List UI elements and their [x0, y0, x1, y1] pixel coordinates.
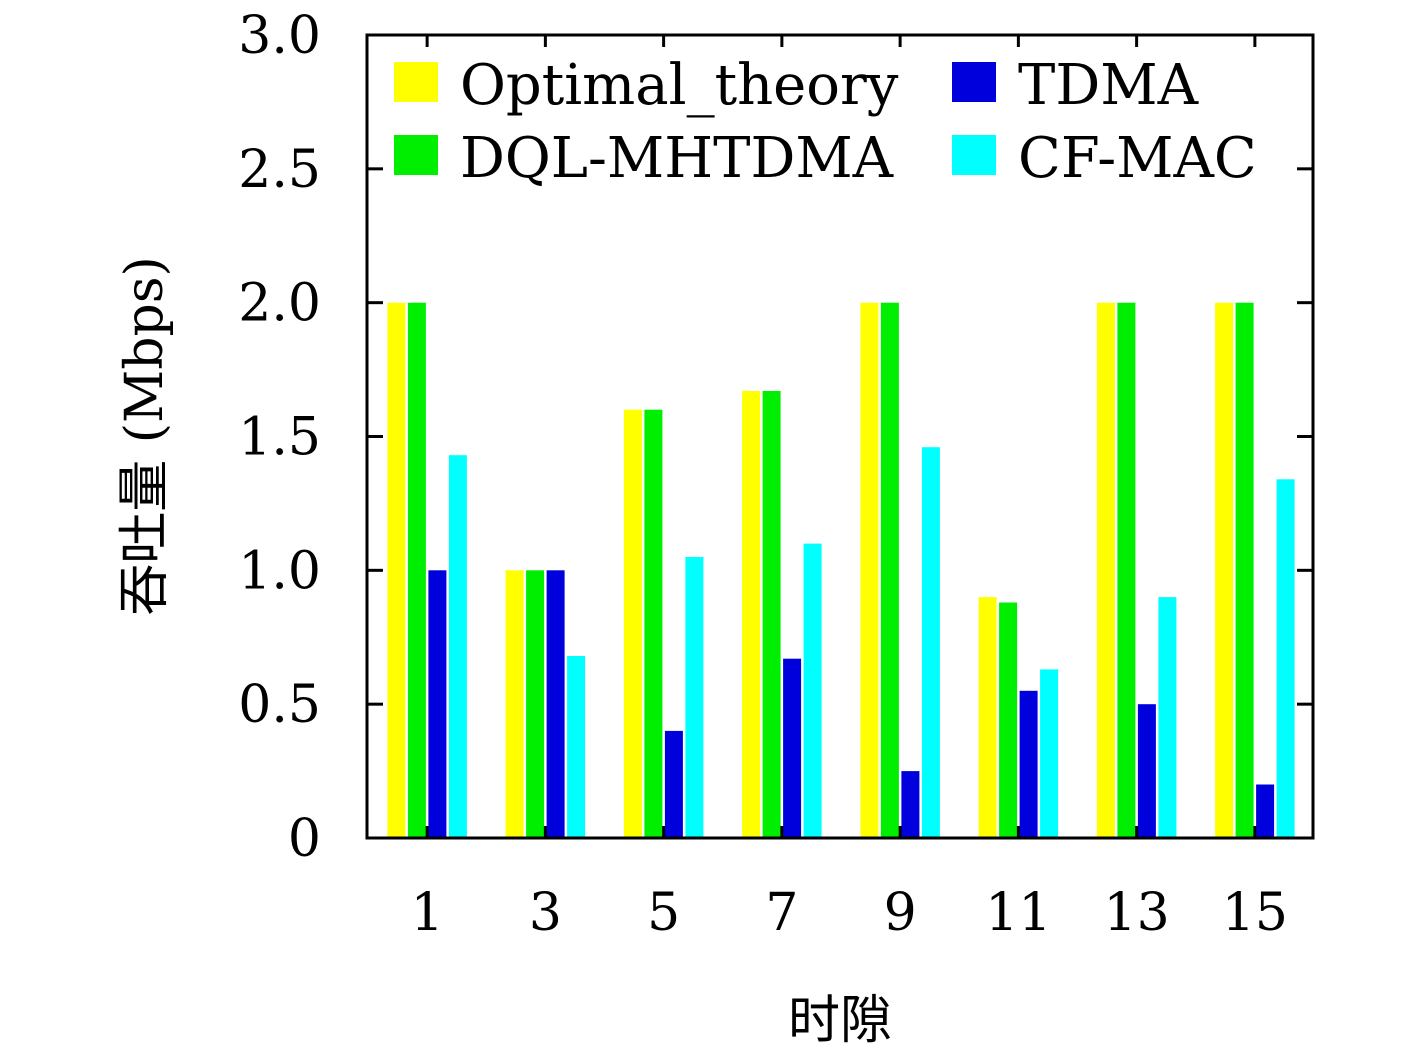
x-axis-title: 时隙 — [788, 991, 892, 1050]
y-tick-label: 2.5 — [238, 140, 321, 200]
bar-dql-mhtdma-7 — [762, 391, 781, 838]
bar-cf-mac-13 — [1158, 597, 1177, 838]
bar-cf-mac-9 — [921, 447, 940, 838]
bar-optimal-theory-1 — [387, 302, 406, 838]
bar-cf-mac-11 — [1040, 669, 1059, 838]
bar-dql-mhtdma-3 — [526, 570, 545, 838]
bar-tdma-11 — [1019, 690, 1038, 838]
y-tick-label: 0 — [288, 809, 321, 869]
x-tick-label: 5 — [647, 883, 680, 943]
legend-label: CF-MAC — [1018, 126, 1257, 191]
bar-optimal-theory-9 — [860, 302, 879, 838]
bar-tdma-9 — [901, 771, 920, 838]
bar-cf-mac-1 — [448, 455, 467, 838]
legend-swatch — [394, 62, 438, 102]
bar-dql-mhtdma-9 — [880, 302, 899, 838]
y-axis: 0 0.5 1.0 1.5 2.0 2.5 3.0 — [238, 6, 1313, 869]
x-tick-label: 3 — [529, 883, 562, 943]
bar-cf-mac-15 — [1276, 479, 1295, 838]
bar-tdma-5 — [664, 730, 683, 838]
legend-swatch — [394, 135, 438, 175]
bar-cf-mac-5 — [685, 557, 704, 838]
y-tick-label: 2.0 — [238, 274, 321, 334]
y-tick-label: 0.5 — [238, 675, 321, 735]
legend: Optimal_theory TDMA DQL-MHTDMA CF-MAC — [394, 53, 1257, 191]
bar-dql-mhtdma-13 — [1117, 302, 1136, 838]
legend-swatch — [952, 62, 996, 102]
bar-tdma-15 — [1256, 784, 1275, 838]
bars-group — [387, 302, 1295, 838]
bar-tdma-1 — [428, 570, 447, 838]
legend-swatch — [952, 135, 996, 175]
bar-cf-mac-3 — [567, 656, 586, 838]
y-axis-title: 吞吐量 (Mbps) — [115, 256, 175, 616]
bar-dql-mhtdma-15 — [1235, 302, 1254, 838]
bar-optimal-theory-5 — [623, 409, 642, 838]
x-tick-label: 13 — [1104, 883, 1170, 943]
bar-dql-mhtdma-1 — [407, 302, 426, 838]
bar-dql-mhtdma-11 — [999, 602, 1018, 838]
bar-tdma-3 — [546, 570, 565, 838]
bar-dql-mhtdma-5 — [644, 409, 663, 838]
y-tick-label: 1.0 — [238, 541, 321, 601]
bar-optimal-theory-7 — [742, 391, 761, 838]
legend-label: DQL-MHTDMA — [460, 126, 894, 191]
x-tick-label: 15 — [1222, 883, 1288, 943]
legend-label: Optimal_theory — [460, 53, 899, 118]
x-tick-label: 7 — [765, 883, 798, 943]
x-tick-label: 1 — [411, 883, 444, 943]
bar-optimal-theory-11 — [978, 597, 997, 838]
bar-tdma-13 — [1137, 704, 1156, 838]
bar-cf-mac-7 — [803, 543, 822, 838]
legend-label: TDMA — [1018, 53, 1199, 118]
x-axis: 1 3 5 7 9 11 13 15 — [411, 35, 1288, 943]
bar-optimal-theory-3 — [505, 570, 524, 838]
bar-optimal-theory-13 — [1096, 302, 1115, 838]
x-tick-label: 9 — [884, 883, 917, 943]
y-tick-label: 1.5 — [238, 408, 321, 468]
bar-optimal-theory-15 — [1215, 302, 1234, 838]
y-tick-label: 3.0 — [238, 6, 321, 66]
bar-tdma-7 — [783, 658, 802, 838]
x-tick-label: 11 — [985, 883, 1051, 943]
